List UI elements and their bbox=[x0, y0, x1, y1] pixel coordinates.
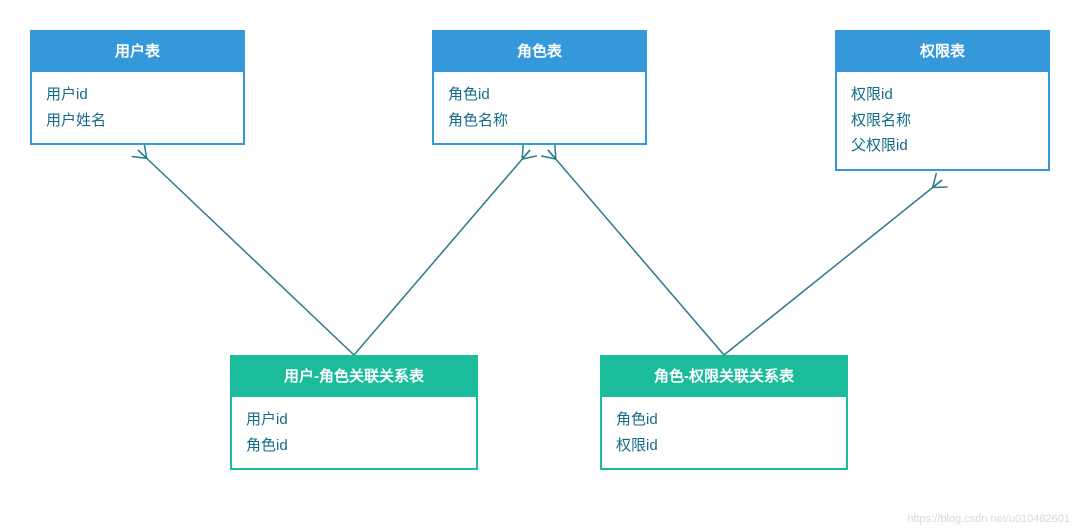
table-field: 角色id bbox=[448, 82, 631, 108]
table-body: 权限id权限名称父权限id bbox=[837, 72, 1048, 169]
crowfoot-prong bbox=[548, 150, 556, 159]
edge-line bbox=[548, 150, 724, 355]
crowfoot-prong bbox=[555, 144, 556, 159]
table-header: 用户表 bbox=[32, 32, 243, 72]
crowfoot-prong bbox=[522, 144, 523, 159]
crowfoot-prong bbox=[144, 143, 147, 158]
table-box-user_role_assoc: 用户-角色关联关系表用户id角色id bbox=[230, 355, 478, 470]
table-box-perm_table: 权限表权限id权限名称父权限id bbox=[835, 30, 1050, 171]
table-body: 用户id角色id bbox=[232, 397, 476, 468]
table-field: 角色id bbox=[246, 433, 462, 459]
table-box-role_perm_assoc: 角色-权限关联关系表角色id权限id bbox=[600, 355, 848, 470]
table-field: 权限id bbox=[616, 433, 832, 459]
crowfoot-prong bbox=[933, 180, 942, 188]
watermark-text: https://blog.csdn.net/u010482601 bbox=[907, 513, 1070, 525]
table-field: 父权限id bbox=[851, 133, 1034, 159]
table-box-user_table: 用户表用户id用户姓名 bbox=[30, 30, 245, 145]
crowfoot-prong bbox=[933, 173, 937, 188]
table-header: 用户-角色关联关系表 bbox=[232, 357, 476, 397]
table-field: 角色名称 bbox=[448, 108, 631, 134]
table-field: 权限名称 bbox=[851, 108, 1034, 134]
table-header: 角色表 bbox=[434, 32, 645, 72]
table-field: 用户id bbox=[46, 82, 229, 108]
crowfoot-prong bbox=[522, 156, 537, 159]
table-field: 角色id bbox=[616, 407, 832, 433]
table-field: 权限id bbox=[851, 82, 1034, 108]
crowfoot-prong bbox=[138, 150, 147, 158]
table-body: 用户id用户姓名 bbox=[32, 72, 243, 143]
crowfoot-prong bbox=[132, 157, 147, 159]
edge-line bbox=[724, 180, 942, 355]
table-body: 角色id角色名称 bbox=[434, 72, 645, 143]
table-field: 用户姓名 bbox=[46, 108, 229, 134]
crowfoot-prong bbox=[522, 150, 530, 159]
table-header: 角色-权限关联关系表 bbox=[602, 357, 846, 397]
table-box-role_table: 角色表角色id角色名称 bbox=[432, 30, 647, 145]
edge-line bbox=[354, 150, 530, 355]
crowfoot-prong bbox=[541, 156, 556, 159]
table-header: 权限表 bbox=[837, 32, 1048, 72]
table-field: 用户id bbox=[246, 407, 462, 433]
edge-line bbox=[138, 150, 354, 355]
table-body: 角色id权限id bbox=[602, 397, 846, 468]
